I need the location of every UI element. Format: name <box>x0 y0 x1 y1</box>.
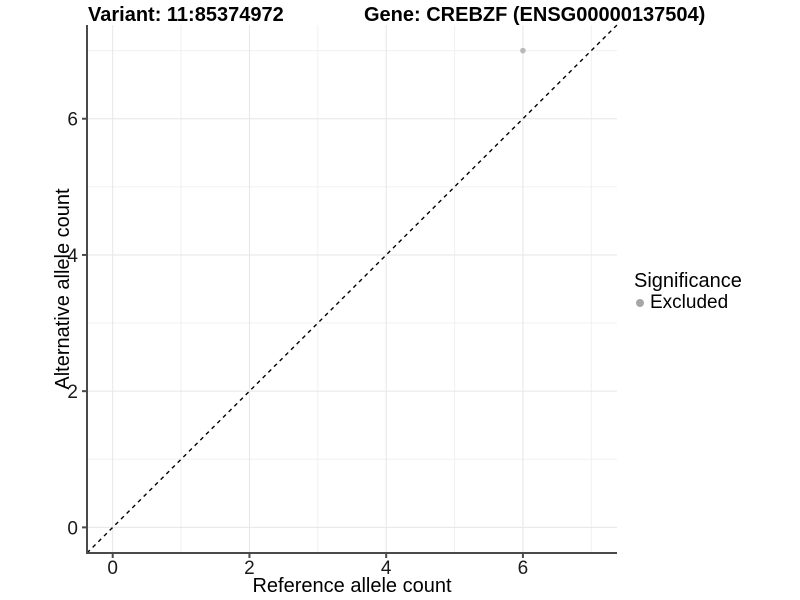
y-tick-label: 0 <box>67 518 78 539</box>
x-tick-label: 0 <box>107 558 118 579</box>
y-axis-label: Alternative allele count <box>52 188 74 390</box>
legend-point-icon <box>636 299 644 307</box>
y-tick-label: 6 <box>67 110 78 131</box>
identity-dashed-line <box>86 24 618 554</box>
y-tick-label: 4 <box>67 246 78 267</box>
legend-entry: Excluded <box>630 292 742 314</box>
legend-entries: Excluded <box>630 292 742 314</box>
plot-title-gene: Gene: CREBZF (ENSG00000137504) <box>364 4 706 26</box>
x-tick-label: 2 <box>244 558 255 579</box>
legend-title: Significance <box>634 270 742 292</box>
legend: Significance Excluded <box>630 270 742 314</box>
x-tick-label: 4 <box>381 558 392 579</box>
x-axis-label: Reference allele count <box>252 575 452 597</box>
plot-title-variant: Variant: 11:85374972 <box>88 4 284 26</box>
y-tick-label: 2 <box>67 382 78 403</box>
legend-entry-label: Excluded <box>650 292 729 313</box>
data-point <box>520 47 526 54</box>
x-tick-label: 6 <box>518 558 529 579</box>
